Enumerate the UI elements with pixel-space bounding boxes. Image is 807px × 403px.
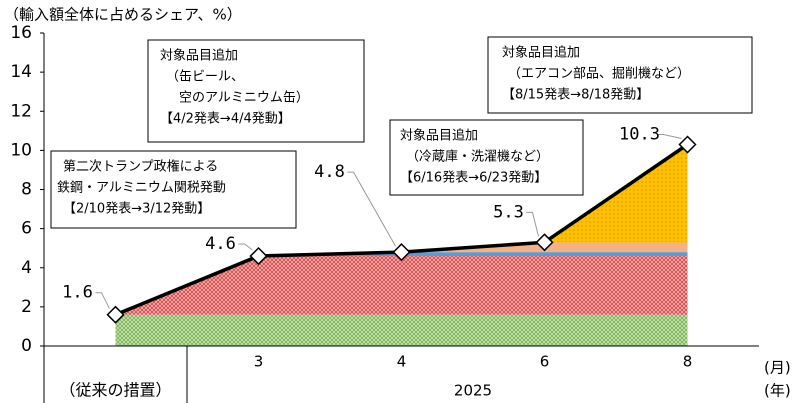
annotation-box bbox=[147, 39, 365, 143]
value-label: 4.8 bbox=[314, 162, 345, 182]
x-group-label: （従来の措置） bbox=[59, 381, 171, 400]
marker bbox=[535, 233, 554, 252]
annotation-box bbox=[389, 119, 584, 196]
area bbox=[115, 242, 688, 315]
area bbox=[115, 314, 688, 346]
y-tick-label: 16 bbox=[10, 23, 32, 43]
x-tick-label: 4 bbox=[397, 353, 407, 371]
annotation-text: （冷蔵庫・洗濯機など） bbox=[406, 150, 549, 165]
annotation-text: 第二次トランプ政権による bbox=[63, 159, 218, 175]
marker bbox=[249, 246, 268, 266]
x-tick-label: 6 bbox=[540, 353, 550, 371]
annotation-text: 対象品目追加 bbox=[160, 48, 238, 64]
leader-line bbox=[238, 243, 253, 251]
marker bbox=[392, 243, 411, 262]
annotation-text: （缶ビール、 bbox=[166, 70, 244, 85]
value-label: 10.3 bbox=[619, 125, 660, 145]
y-tick-label: 0 bbox=[21, 336, 32, 356]
x-tick-label: 8 bbox=[683, 353, 693, 371]
x-group-label: 2025 bbox=[454, 382, 492, 400]
annotation-text: 対象品目追加 bbox=[502, 45, 580, 61]
annotation-text: 鉄鋼・アルミニウム関税発動 bbox=[57, 181, 226, 196]
marker bbox=[678, 135, 697, 154]
annotation-box bbox=[50, 150, 297, 229]
value-label: 1.6 bbox=[62, 283, 93, 303]
annotation-text: （エアコン部品、掘削機など） bbox=[508, 67, 690, 82]
annotation-text: 【6/16発表→6/23発動】 bbox=[400, 171, 547, 186]
y-tick-label: 14 bbox=[10, 62, 32, 82]
marker bbox=[106, 305, 125, 324]
value-label: 5.3 bbox=[493, 202, 524, 222]
x-tick-label: 3 bbox=[254, 353, 264, 371]
y-axis-label: （輸入額全体に占めるシェア、%） bbox=[4, 6, 242, 24]
area bbox=[115, 256, 688, 315]
leader-line bbox=[526, 211, 539, 237]
annotation-box bbox=[487, 36, 753, 114]
y-tick-label: 12 bbox=[10, 101, 32, 121]
y-tick-label: 2 bbox=[21, 297, 32, 317]
y-tick-label: 4 bbox=[21, 258, 32, 278]
x-unit-label: (月) bbox=[764, 359, 791, 377]
annotation-text: 【2/10発表→3/12発動】 bbox=[63, 202, 210, 217]
annotation-text: 空のアルミニウム缶） bbox=[166, 91, 309, 106]
y-tick-label: 8 bbox=[21, 180, 32, 200]
annotation-text: 【8/15発表→8/18発動】 bbox=[502, 88, 649, 103]
leader-line bbox=[95, 292, 110, 309]
area bbox=[115, 144, 688, 315]
annotation-text: 【4/2発表→4/4発動】 bbox=[160, 112, 291, 127]
annotation-text: 対象品目追加 bbox=[400, 128, 478, 144]
leader-line bbox=[347, 171, 396, 247]
y-tick-label: 10 bbox=[10, 140, 32, 160]
x-unit-label: (年) bbox=[764, 382, 791, 400]
value-label: 4.6 bbox=[205, 234, 236, 254]
y-tick-label: 6 bbox=[21, 219, 32, 239]
leader-line bbox=[657, 134, 682, 139]
